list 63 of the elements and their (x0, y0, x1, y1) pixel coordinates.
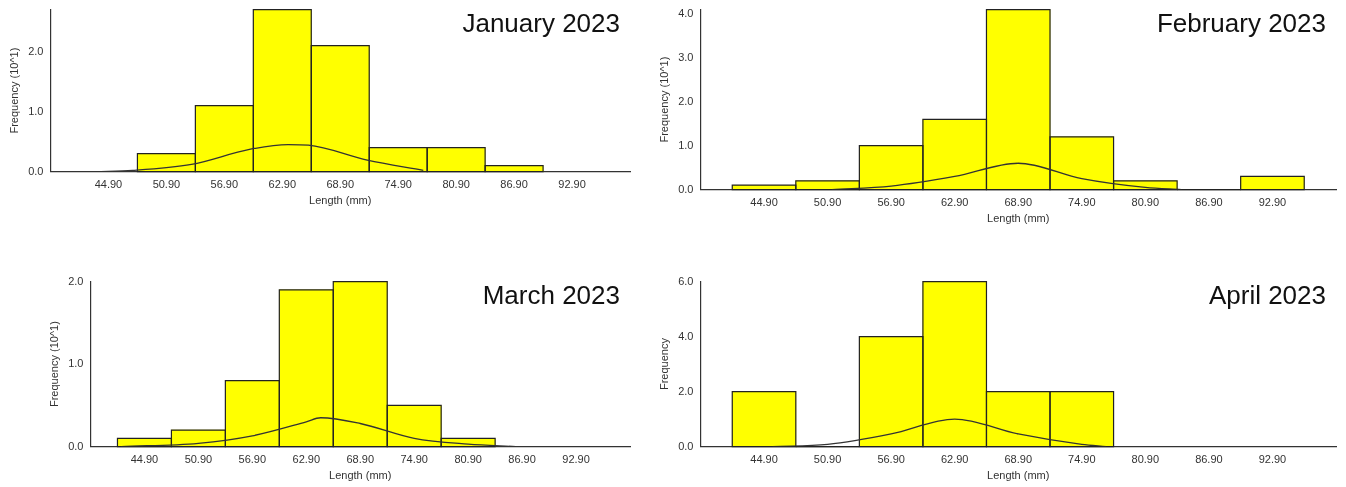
y-axis-title: Frequency (10^1) (7, 47, 20, 134)
y-axis-title: Frequency (657, 337, 670, 391)
x-tick-label: 86.90 (1195, 196, 1223, 209)
x-tick-label: 92.90 (558, 178, 586, 191)
x-tick-label: 86.90 (500, 178, 528, 191)
y-tick-label: 4.0 (678, 7, 694, 20)
x-tick-label: 56.90 (877, 196, 905, 209)
x-axis-title: Length (mm) (987, 469, 1050, 482)
y-tick-label: 0.0 (678, 182, 694, 195)
x-tick-label: 74.90 (400, 453, 428, 466)
x-tick-label: 74.90 (1068, 453, 1096, 466)
x-axis-title: Length (mm) (309, 194, 372, 207)
x-axis-title: Length (mm) (329, 469, 392, 482)
x-tick-label: 44.90 (750, 196, 778, 209)
x-tick-label: 62.90 (940, 453, 969, 466)
x-tick-label: 92.90 (1258, 196, 1287, 209)
y-axis-title: Frequency (10^1) (47, 321, 60, 408)
x-tick-label: 68.90 (346, 453, 375, 466)
x-tick-label: 50.90 (813, 196, 842, 209)
x-tick-label: 80.90 (1131, 453, 1160, 466)
y-tick-label: 0.0 (28, 164, 44, 177)
x-tick-label: 50.90 (152, 178, 181, 191)
x-tick-label: 56.90 (877, 453, 905, 466)
x-axis-title: Length (mm) (987, 212, 1050, 225)
chart-title: January 2023 (462, 7, 620, 38)
x-tick-label: 68.90 (1004, 196, 1033, 209)
x-tick-label: 80.90 (454, 453, 482, 466)
y-tick-label: 1.0 (68, 357, 84, 370)
y-tick-label: 0.0 (678, 439, 694, 452)
x-tick-label: 56.90 (210, 178, 239, 191)
x-tick-label: 62.90 (268, 178, 297, 191)
x-tick-label: 74.90 (384, 178, 412, 191)
y-tick-label: 6.0 (678, 274, 694, 287)
y-tick-label: 1.0 (678, 138, 694, 151)
x-tick-label: 62.90 (292, 453, 321, 466)
x-tick-label: 56.90 (238, 453, 267, 466)
y-tick-label: 2.0 (678, 94, 694, 107)
x-tick-label: 80.90 (1131, 196, 1160, 209)
y-tick-label: 4.0 (678, 329, 694, 342)
y-tick-label: 2.0 (678, 384, 694, 397)
x-tick-label: 62.90 (940, 196, 969, 209)
y-tick-label: 3.0 (678, 50, 694, 63)
y-tick-label: 2.0 (28, 44, 44, 57)
x-tick-label: 80.90 (442, 178, 470, 191)
y-tick-label: 2.0 (68, 274, 84, 287)
x-tick-label: 86.90 (508, 453, 536, 466)
x-tick-label: 68.90 (1004, 453, 1033, 466)
x-tick-label: 50.90 (813, 453, 842, 466)
x-tick-label: 74.90 (1068, 196, 1096, 209)
x-tick-label: 44.90 (130, 453, 159, 466)
x-tick-label: 68.90 (326, 178, 355, 191)
y-tick-label: 1.0 (28, 104, 44, 117)
x-tick-label: 50.90 (184, 453, 213, 466)
chart-title: February 2023 (1156, 7, 1326, 38)
chart-title: April 2023 (1208, 279, 1326, 310)
y-tick-label: 0.0 (68, 439, 84, 452)
x-tick-label: 86.90 (1195, 453, 1223, 466)
x-tick-label: 92.90 (1258, 453, 1287, 466)
x-tick-label: 44.90 (750, 453, 778, 466)
y-axis-title: Frequency (10^1) (657, 56, 670, 143)
chart-title: March 2023 (482, 279, 620, 310)
x-tick-label: 44.90 (94, 178, 123, 191)
x-tick-label: 92.90 (562, 453, 590, 466)
